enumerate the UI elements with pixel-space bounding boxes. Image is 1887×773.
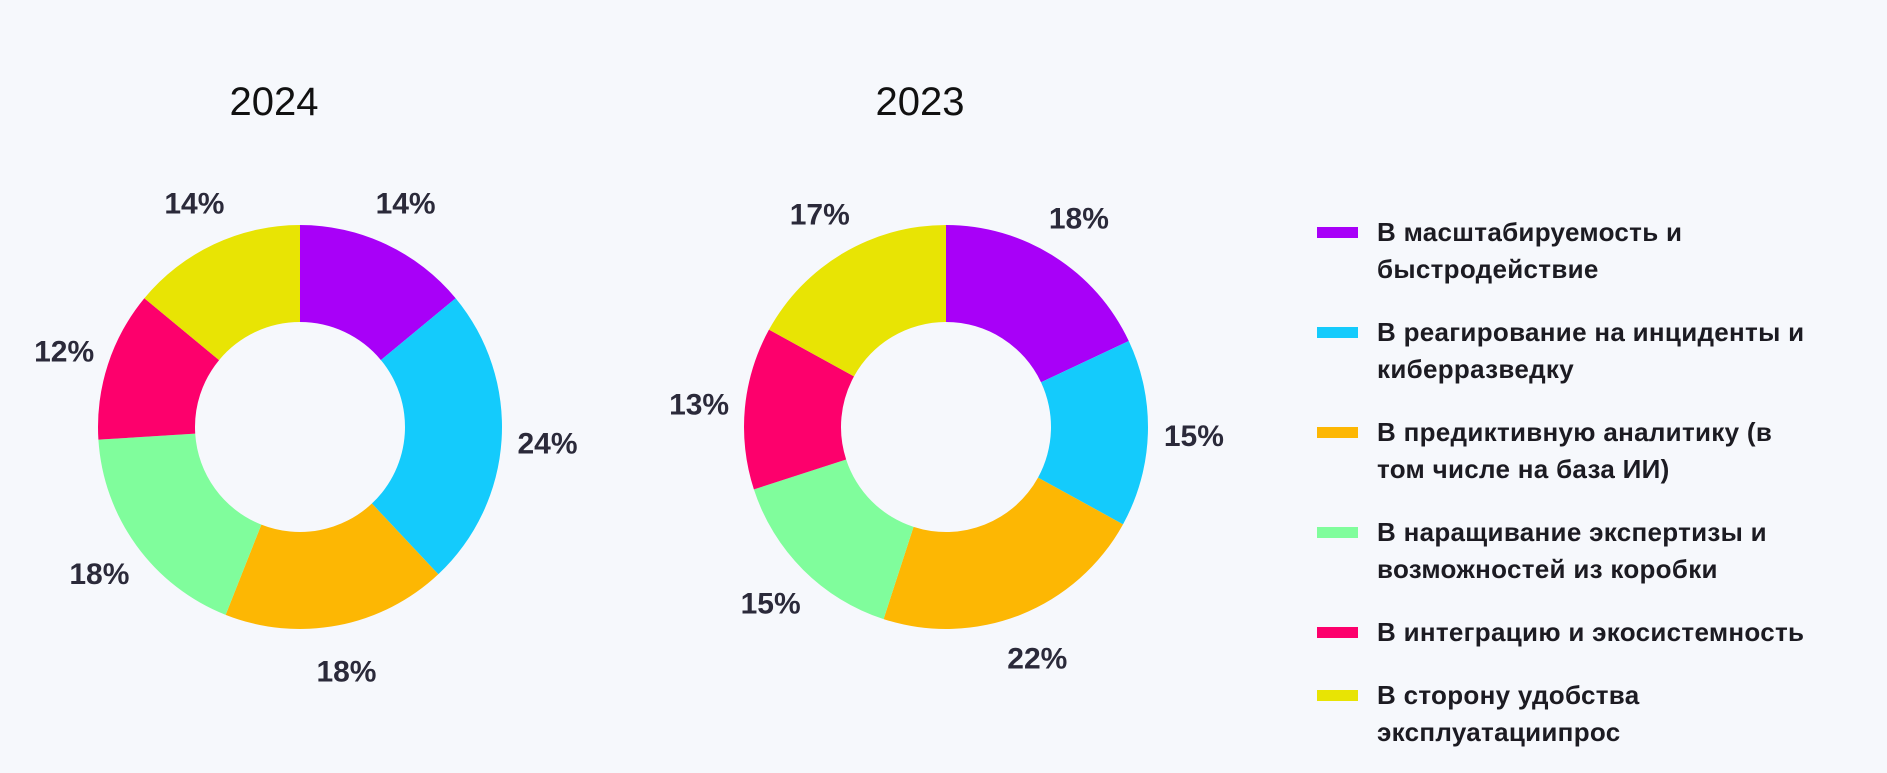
- legend-label: В наращивание экспертизы и возможностей …: [1377, 517, 1767, 584]
- legend-swatch: [1317, 327, 1358, 338]
- legend-label: В интеграцию и экосистемность: [1377, 617, 1805, 647]
- legend-label: В предиктивную аналитику (в том числе на…: [1377, 417, 1773, 484]
- data-label-2024-2: 18%: [316, 656, 376, 689]
- data-label-2024-0: 14%: [376, 188, 436, 221]
- donut-slice-2023-0: [946, 225, 1129, 383]
- donut-slice-2023-2: [883, 477, 1124, 629]
- legend-label: В масштабируемость и быстродействие: [1377, 217, 1683, 284]
- data-label-2023-1: 15%: [1164, 420, 1224, 453]
- data-label-2024-1: 24%: [517, 428, 577, 461]
- legend-item: В интеграцию и экосистемность: [1317, 614, 1887, 651]
- donut-slice-2023-4: [743, 329, 854, 490]
- legend-item: В реагирование на инциденты и киберразве…: [1317, 314, 1887, 388]
- donut-slice-2023-1: [1038, 340, 1148, 525]
- data-label-2023-0: 18%: [1049, 203, 1109, 236]
- data-label-2023-3: 15%: [741, 587, 801, 620]
- data-label-2024-5: 14%: [164, 188, 224, 221]
- chart-title-2023: 2023: [875, 80, 965, 124]
- donut-slice-2023-5: [768, 225, 946, 377]
- chart-title-2024: 2024: [229, 80, 319, 124]
- donut-slice-2024-5: [144, 225, 300, 361]
- donut-slice-2024-1: [371, 298, 502, 575]
- data-label-2023-4: 13%: [669, 389, 729, 422]
- legend-swatch: [1317, 227, 1358, 238]
- donut-slice-2024-4: [97, 298, 220, 440]
- legend-item: В наращивание экспертизы и возможностей …: [1317, 514, 1887, 588]
- data-label-2023-5: 17%: [790, 199, 850, 232]
- donut-slice-2023-3: [753, 459, 914, 620]
- data-label-2024-3: 18%: [69, 558, 129, 591]
- legend-swatch: [1317, 627, 1358, 638]
- donut-slice-2024-0: [300, 225, 456, 361]
- donut-slice-2024-2: [225, 503, 439, 630]
- legend-item: В предиктивную аналитику (в том числе на…: [1317, 414, 1887, 488]
- legend-item: В масштабируемость и быстродействие: [1317, 214, 1887, 288]
- data-label-2024-4: 12%: [34, 335, 94, 368]
- legend-swatch: [1317, 527, 1358, 538]
- legend-item: В сторону удобства эксплуатациипрос: [1317, 677, 1887, 751]
- legend-swatch: [1317, 427, 1358, 438]
- donut-charts: 14% 24% 18% 18% 12% 14% 18% 15% 22% 15% 13% 17%: [34, 188, 1224, 689]
- data-label-2023-2: 22%: [1007, 643, 1067, 676]
- legend-label: В сторону удобства эксплуатациипрос: [1377, 680, 1640, 747]
- legend-label: В реагирование на инциденты и киберразве…: [1377, 317, 1805, 384]
- donut-slice-2024-3: [98, 433, 262, 615]
- legend: В масштабируемость и быстродействие В ре…: [1317, 214, 1887, 751]
- legend-swatch: [1317, 690, 1358, 701]
